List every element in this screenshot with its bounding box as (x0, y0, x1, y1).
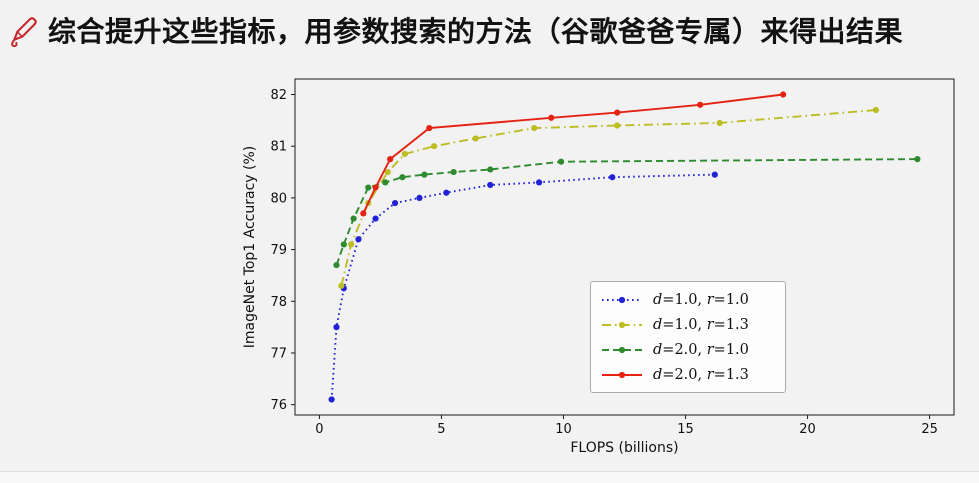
y-tick-label: 82 (270, 88, 287, 103)
x-tick-label: 0 (315, 422, 323, 437)
legend-line-sample (602, 296, 642, 304)
legend-item: d=2.0, r=1.0 (600, 339, 775, 361)
data-point (531, 125, 538, 132)
y-tick-label: 80 (270, 191, 287, 206)
series-line (335, 158, 918, 266)
chart-canvas: 0 5 10 15 20 25 76 77 78 79 80 81 82 FLOPS (billions)… (242, 78, 955, 456)
x-tick-label: 5 (437, 422, 445, 437)
series-line (340, 109, 876, 287)
data-point (780, 91, 787, 98)
data-point (384, 168, 391, 176)
pen-icon (11, 17, 37, 48)
data-point (487, 181, 494, 189)
y-axis-label: ImageNet Top1 Accuracy (%) (242, 146, 258, 348)
legend-item: d=2.0, r=1.3 (600, 364, 775, 386)
data-point (548, 114, 555, 121)
y-axis: 76 77 78 79 80 81 82 (270, 88, 295, 413)
data-point (450, 168, 457, 176)
data-point (614, 109, 621, 116)
legend-label: d=1.0, r=1.3 (653, 317, 749, 333)
data-point (340, 241, 347, 248)
x-tick-label: 20 (799, 422, 816, 437)
data-point (716, 119, 723, 127)
data-point (401, 150, 408, 158)
data-point (614, 122, 621, 129)
series-3 (360, 91, 787, 217)
accuracy-vs-flops-chart: 0 5 10 15 20 25 76 77 78 79 80 81 82 FLOPS (billions)… (238, 65, 968, 457)
series-1 (338, 106, 879, 289)
series-line (362, 93, 784, 214)
data-point (333, 261, 340, 269)
legend-item: d=1.0, r=1.0 (600, 289, 775, 311)
data-point (382, 179, 389, 186)
x-tick-label: 10 (555, 422, 572, 437)
legend-line-sample (602, 371, 642, 379)
x-axis: 0 5 10 15 20 25 (315, 415, 938, 437)
data-point (711, 171, 718, 178)
data-point (914, 156, 921, 163)
data-point (557, 158, 565, 165)
data-point (387, 156, 394, 163)
chart-legend: d=1.0, r=1.0 d=1.0, r=1.3 d=2.0, r=1.0 d=2.… (590, 281, 786, 393)
data-point (338, 282, 345, 289)
y-tick-label: 77 (270, 346, 287, 361)
data-point (421, 171, 428, 178)
plot-frame (294, 78, 955, 416)
y-tick-label: 76 (270, 398, 287, 413)
data-point (355, 236, 362, 243)
data-point (328, 396, 335, 403)
data-point (609, 174, 616, 181)
header: 综合提升这些指标，用参数搜索的方法（谷歌爸爸专属）来得出结果 (0, 0, 979, 49)
page-title: 综合提升这些指标，用参数搜索的方法（谷歌爸爸专属）来得出结果 (48, 15, 904, 48)
data-point (348, 241, 355, 248)
data-point (333, 324, 340, 331)
legend-label: d=2.0, r=1.3 (653, 367, 749, 383)
data-point (426, 125, 433, 132)
data-point (399, 174, 406, 181)
x-tick-label: 15 (677, 422, 694, 437)
legend-line-sample (602, 321, 642, 329)
data-point (535, 179, 543, 186)
series-0 (328, 171, 718, 403)
x-tick-label: 25 (921, 422, 938, 437)
legend-label: d=1.0, r=1.0 (653, 292, 749, 308)
legend-label: d=2.0, r=1.0 (653, 342, 749, 358)
data-point (872, 106, 879, 114)
data-point (350, 215, 357, 222)
data-point (416, 194, 423, 201)
data-point (431, 143, 438, 150)
legend-line-sample (602, 346, 642, 354)
data-point (372, 215, 379, 222)
x-axis-label: FLOPS (billions) (570, 440, 678, 456)
y-tick-label: 78 (270, 295, 287, 310)
series-2 (333, 156, 921, 269)
legend-item: d=1.0, r=1.3 (600, 314, 775, 336)
series-line (330, 173, 715, 400)
data-point (372, 184, 379, 191)
data-point (443, 189, 450, 196)
data-point (487, 166, 494, 173)
footer-divider (0, 471, 979, 483)
y-tick-label: 79 (270, 243, 287, 258)
data-point (391, 199, 399, 207)
data-point (472, 135, 479, 142)
data-point (360, 210, 367, 217)
data-point (365, 184, 372, 191)
y-tick-label: 81 (270, 140, 287, 155)
data-point (697, 101, 704, 108)
